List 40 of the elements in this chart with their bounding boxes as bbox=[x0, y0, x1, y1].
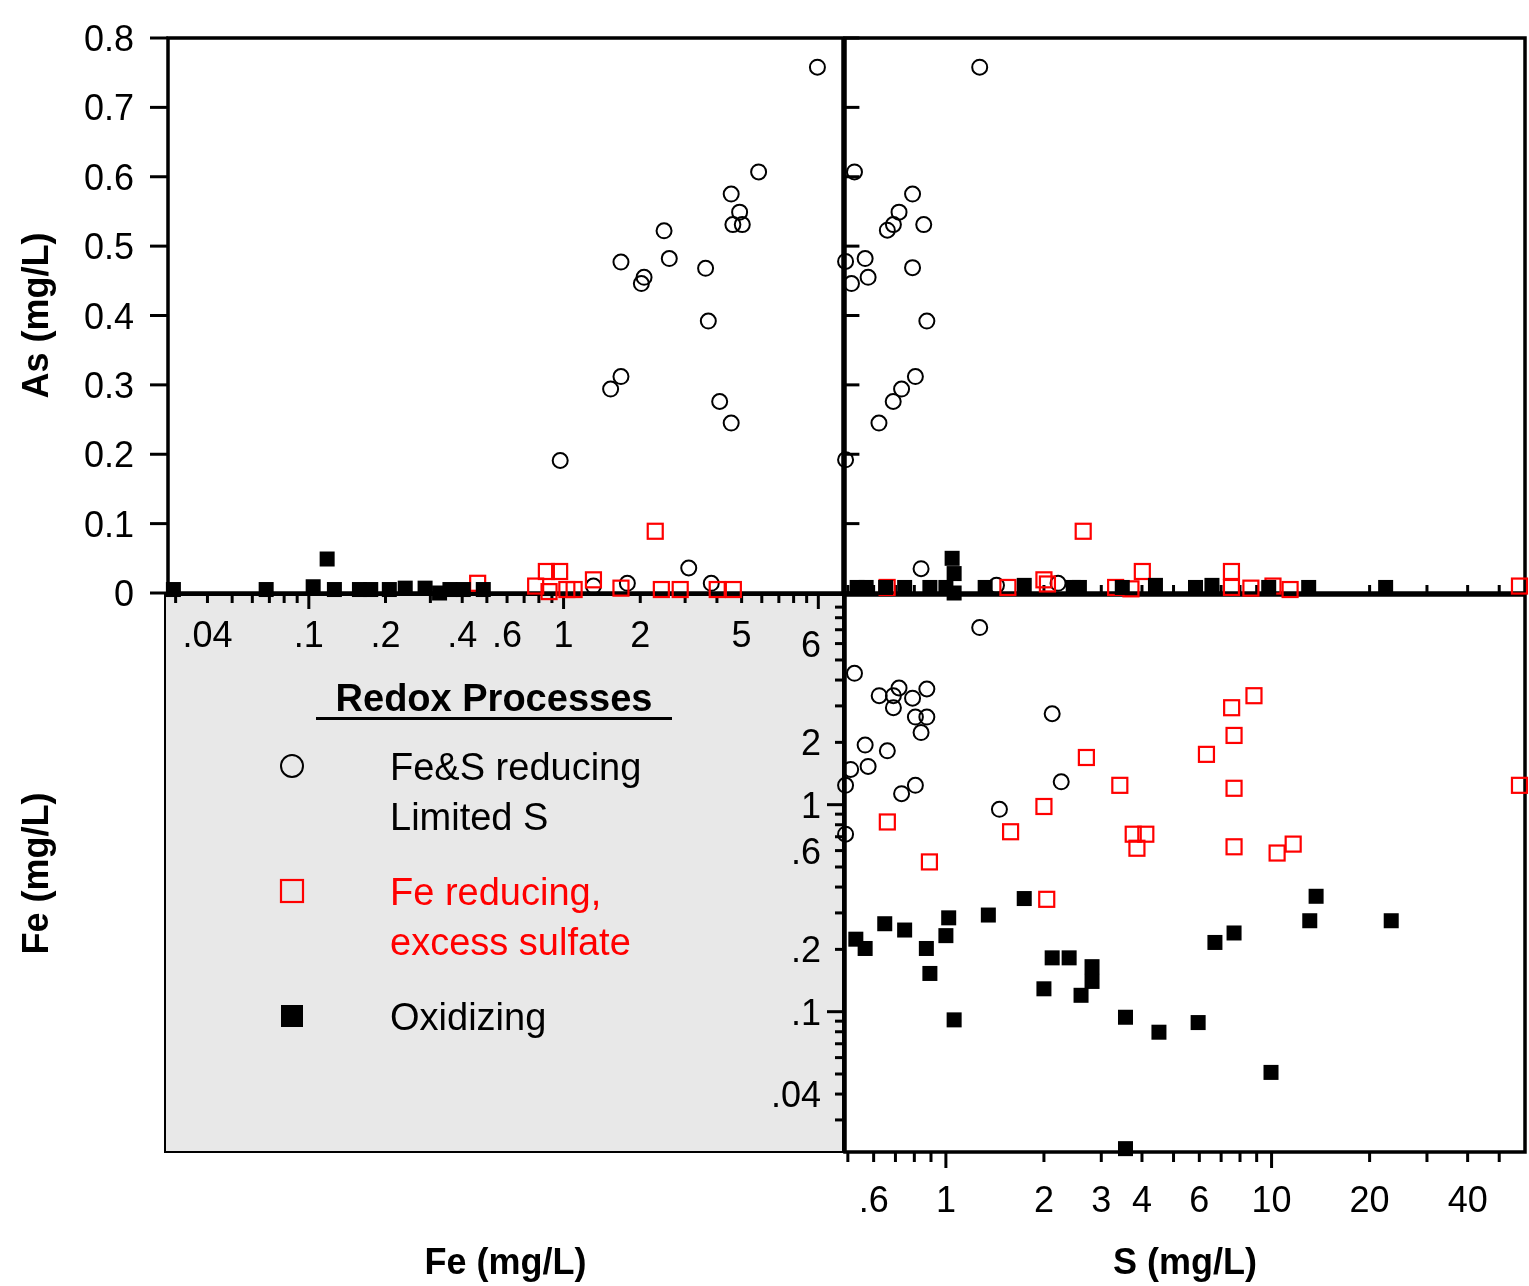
y-tick-label: 0.7 bbox=[83, 87, 134, 129]
y-tick-label: 0.2 bbox=[83, 434, 134, 476]
x-tick-label: 4 bbox=[1131, 1179, 1152, 1220]
legend-label: Fe&S reducing Limited S bbox=[390, 746, 642, 838]
y-tick-label: 2 bbox=[800, 722, 821, 764]
y-tick-label: 0 bbox=[113, 573, 134, 614]
x-tick-label: .1 bbox=[293, 614, 324, 655]
x-tick-label: 2 bbox=[1033, 1179, 1054, 1220]
y-tick-label: 0.4 bbox=[83, 295, 134, 337]
x-tick-label: .6 bbox=[492, 614, 523, 655]
y-tick-label: 0.6 bbox=[83, 156, 134, 198]
x-tick-label: 1 bbox=[553, 614, 574, 655]
x-tick-label: .2 bbox=[370, 614, 401, 655]
legend-label: Oxidizing bbox=[390, 996, 547, 1038]
x-tick-label: 20 bbox=[1349, 1179, 1390, 1220]
y-tick-label: .1 bbox=[790, 991, 821, 1033]
x-axis-title: S (mg/L) bbox=[1113, 1241, 1257, 1282]
y-tick-label: 0.1 bbox=[83, 503, 134, 545]
x-tick-label: .4 bbox=[447, 614, 478, 655]
x-tick-label: 6 bbox=[1189, 1179, 1210, 1220]
y-axis-title: Fe (mg/L) bbox=[15, 792, 56, 955]
y-axis-title: As (mg/L) bbox=[15, 232, 56, 399]
x-tick-label: 2 bbox=[630, 614, 651, 655]
y-tick-label: .04 bbox=[770, 1074, 821, 1116]
x-tick-label: 10 bbox=[1251, 1179, 1292, 1220]
legend-title: Redox Processes bbox=[335, 677, 653, 719]
y-tick-label: 1 bbox=[800, 784, 821, 826]
x-axis-title: Fe (mg/L) bbox=[424, 1241, 587, 1282]
legend-label: Fe reducing, excess sulfate bbox=[390, 871, 631, 963]
y-tick-label: .6 bbox=[790, 830, 821, 872]
y-tick-label: 0.3 bbox=[83, 364, 134, 406]
x-tick-label: .6 bbox=[858, 1179, 889, 1220]
x-tick-label: 40 bbox=[1447, 1179, 1488, 1220]
x-tick-label: .04 bbox=[182, 614, 233, 655]
x-tick-label: 1 bbox=[935, 1179, 956, 1220]
x-tick-label: 3 bbox=[1091, 1179, 1112, 1220]
x-tick-label: 5 bbox=[731, 614, 752, 655]
y-tick-label: 0.5 bbox=[83, 226, 134, 268]
y-tick-label: .2 bbox=[790, 929, 821, 971]
y-tick-label: 0.8 bbox=[83, 18, 134, 59]
